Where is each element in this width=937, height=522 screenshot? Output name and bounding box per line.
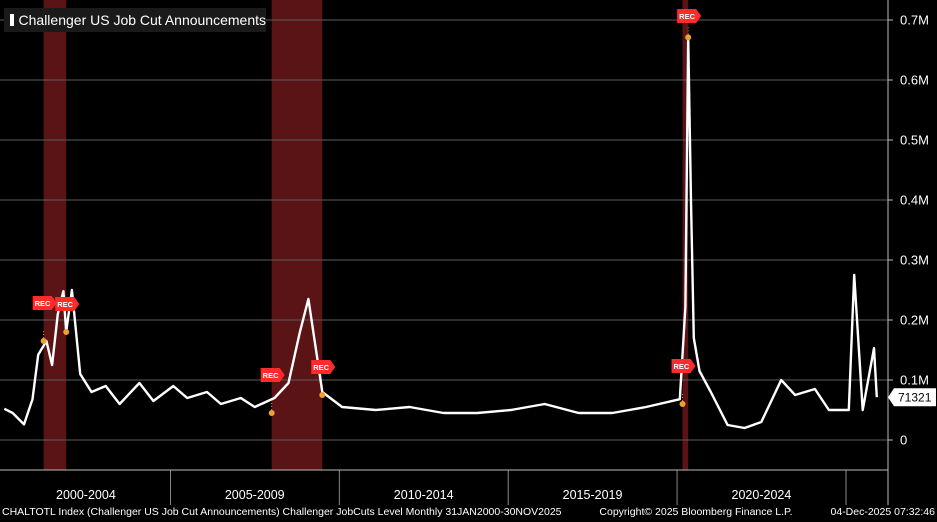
- chart-footer: CHALTOTL Index (Challenger US Job Cut An…: [2, 506, 935, 518]
- recession-flag: REC: [260, 368, 285, 382]
- y-tick-label: 0.5M: [900, 133, 929, 148]
- y-tick-label: 0.7M: [900, 13, 929, 28]
- last-value-box: [888, 388, 936, 407]
- footer-copyright: Copyright© 2025 Bloomberg Finance L.P.: [599, 506, 793, 518]
- y-tick-label: 0.3M: [900, 253, 929, 268]
- series-line: [3, 36, 878, 430]
- x-tick-label: 2000-2004: [56, 488, 116, 502]
- recession-flag: REC: [677, 9, 702, 23]
- x-tick-label: 2015-2019: [563, 488, 623, 502]
- y-tick-label: 0: [900, 433, 907, 448]
- recession-flag-shape: [260, 368, 285, 382]
- recession-flag: REC: [311, 360, 336, 374]
- chart-plot: REC REC REC REC REC REC 0 0.1M 0.2M 0.3M 0.4M 0.5M…: [0, 0, 937, 505]
- recession-flag-label: REC: [35, 299, 51, 308]
- recession-flag: REC: [671, 359, 696, 373]
- recession-band: [271, 0, 323, 470]
- y-tick-label: 0.4M: [900, 193, 929, 208]
- legend-label: Challenger US Job Cut Announcements: [18, 12, 266, 28]
- y-tick-label: 0.2M: [900, 313, 929, 328]
- x-tick-label: 2005-2009: [225, 488, 285, 502]
- recession-flag-shape: [55, 297, 80, 311]
- x-tick-label: 2020-2024: [732, 488, 792, 502]
- recession-flag-shape: [32, 296, 57, 310]
- recession-point: [679, 401, 686, 407]
- recession-flag: REC: [55, 297, 80, 311]
- recession-flag-shape: [671, 359, 696, 373]
- footer-timestamp: 04-Dec-2025 07:32:46: [830, 506, 935, 518]
- y-tick-label: 0.1M: [900, 373, 929, 388]
- recession-flag-label: REC: [313, 363, 329, 372]
- legend-swatch: [10, 14, 14, 26]
- recession-point: [319, 392, 326, 398]
- last-value-label: 71321: [898, 391, 932, 405]
- footer-source: CHALTOTL Index (Challenger US Job Cut An…: [2, 506, 562, 518]
- recession-point: [40, 338, 47, 344]
- recession-flag-label: REC: [679, 12, 695, 21]
- recession-band: [43, 0, 67, 470]
- recession-point: [685, 34, 692, 41]
- recession-flag-shape: [311, 360, 336, 374]
- recession-flag-label: REC: [57, 300, 73, 309]
- recession-point: [268, 410, 275, 416]
- chart-legend: Challenger US Job Cut Announcements: [4, 8, 266, 32]
- y-tick-label: 0.6M: [900, 73, 929, 88]
- x-tick-label: 2010-2014: [394, 488, 454, 502]
- recession-point: [63, 329, 70, 335]
- recession-flag-label: REC: [263, 371, 279, 380]
- recession-flag-label: REC: [674, 362, 690, 371]
- recession-flag: REC: [32, 296, 57, 310]
- recession-flag-shape: [677, 9, 702, 23]
